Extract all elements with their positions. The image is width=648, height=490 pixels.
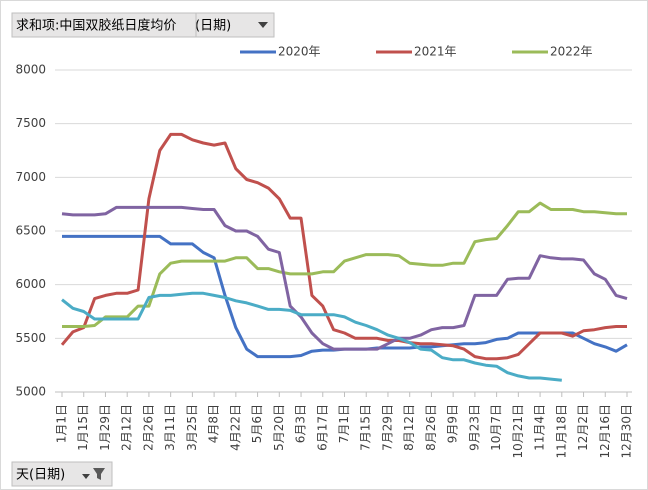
y-tick-label: 5500 — [15, 331, 46, 345]
y-tick-label: 6500 — [15, 224, 46, 238]
x-tick-label: 11月18日 — [554, 404, 568, 459]
legend-label: 2020年 — [278, 45, 321, 59]
x-tick-label: 5月20日 — [272, 404, 286, 451]
series-line — [62, 201, 627, 328]
value-field-button[interactable]: 求和项:中国双胶纸日度均价 — [11, 12, 197, 38]
x-tick-label: 1月29日 — [98, 404, 112, 451]
x-tick-label: 1月1日 — [55, 404, 69, 443]
y-tick-label: 5000 — [15, 385, 46, 399]
x-tick-label: 12月16日 — [598, 404, 612, 459]
x-tick-label: 7月29日 — [380, 404, 394, 451]
x-tick-label: 7月1日 — [337, 404, 351, 443]
x-tick-label: 3月11日 — [163, 404, 177, 451]
x-tick-label: 12月30日 — [620, 404, 634, 459]
x-tick-label: 2月26日 — [141, 404, 155, 451]
x-tick-label: 11月4日 — [533, 404, 547, 451]
y-tick-label: 7000 — [15, 170, 46, 184]
x-tick-label: 3月25日 — [185, 404, 199, 451]
x-tick-label: 10月21日 — [511, 404, 525, 459]
x-tick-label: 1月15日 — [76, 404, 90, 451]
y-tick-label: 8000 — [15, 63, 46, 77]
axis-field-button-label: 天(日期) — [16, 468, 65, 483]
x-tick-label: 12月2日 — [576, 404, 590, 451]
series-line — [61, 205, 628, 351]
x-tick-label: 6月17日 — [315, 404, 329, 451]
legend-label: 2022年 — [550, 45, 593, 59]
x-tick-label: 4月8日 — [207, 404, 221, 443]
x-tick-label: 6月3日 — [294, 404, 308, 443]
x-tick-label: 9月23日 — [467, 404, 481, 451]
x-tick-label: 8月26日 — [424, 404, 438, 451]
series-line — [61, 291, 562, 382]
series-line — [60, 132, 627, 361]
value-field-button-label: 求和项:中国双胶纸日度均价 — [16, 18, 176, 34]
x-tick-label: 10月7日 — [489, 404, 503, 451]
x-tick-label: 2月12日 — [120, 404, 134, 451]
x-tick-label: 7月15日 — [359, 404, 373, 451]
legend-label: 2021年 — [414, 45, 457, 59]
x-tick-label: 5月6日 — [250, 404, 264, 443]
y-tick-label: 6000 — [15, 277, 46, 291]
y-tick-label: 7500 — [15, 116, 46, 130]
x-tick-label: 9月9日 — [446, 404, 460, 443]
x-tick-label: 4月22日 — [228, 404, 242, 451]
axis-field-button[interactable]: 天(日期) — [11, 461, 113, 487]
x-tick-label: 8月12日 — [402, 404, 416, 451]
